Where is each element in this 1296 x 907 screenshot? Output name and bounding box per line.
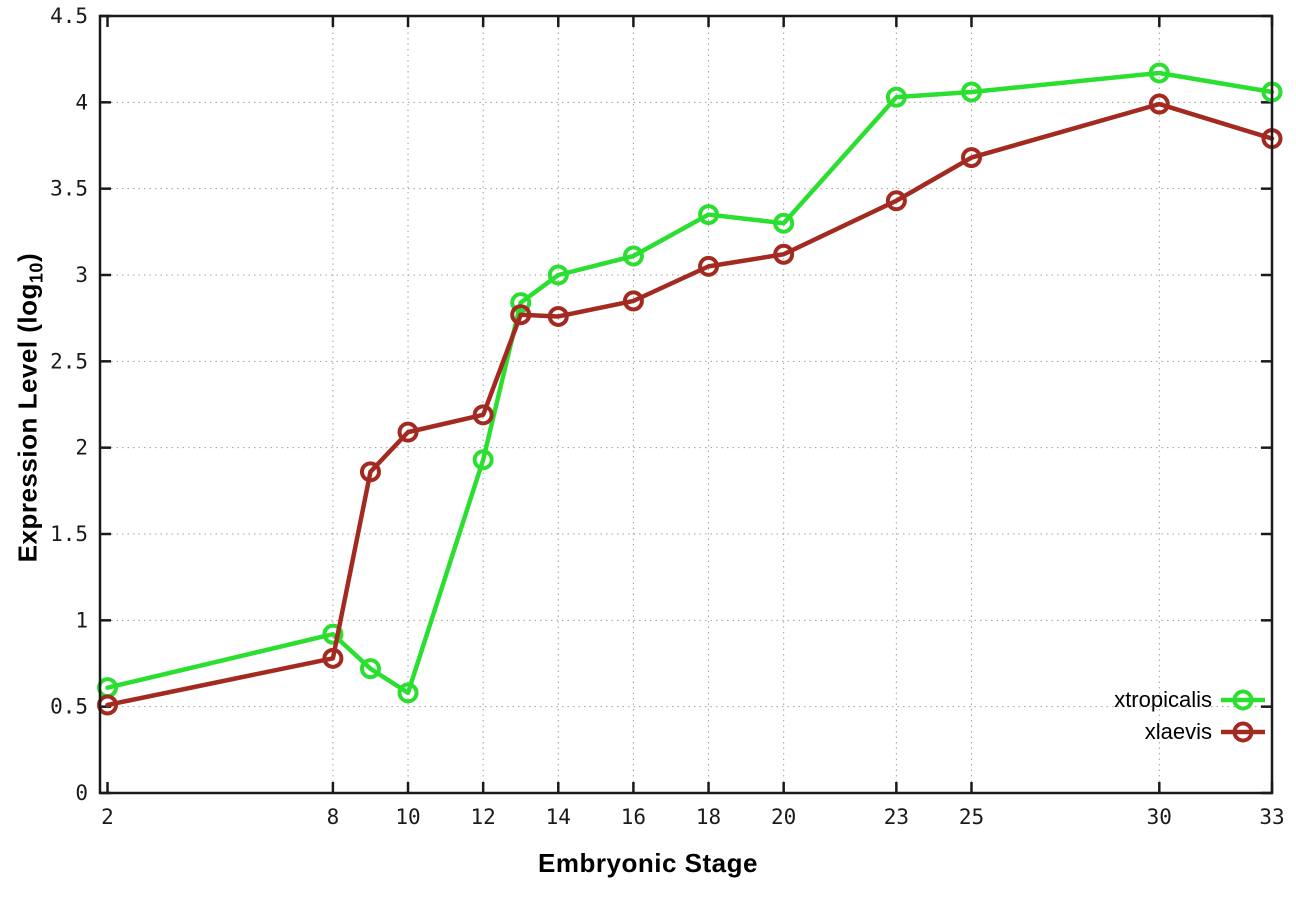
data-point-xlaevis	[960, 147, 982, 169]
y-axis-title-end: )	[12, 252, 43, 263]
data-point-xtropicalis	[397, 682, 419, 704]
y-tick-label: 0.5	[50, 695, 88, 719]
data-point-xtropicalis	[885, 86, 907, 108]
legend-sample-xlaevis-icon	[1221, 721, 1265, 743]
y-axis-title-main: Expression Level (log	[12, 283, 43, 563]
series-line-xtropicalis	[105, 70, 1275, 696]
data-point-xlaevis	[359, 461, 381, 483]
data-point-xtropicalis	[359, 658, 381, 680]
data-point-xlaevis	[547, 305, 569, 327]
data-point-xlaevis	[1148, 93, 1170, 115]
y-tick-label: 3.5	[50, 177, 88, 201]
legend-row-xlaevis: xlaevis	[1145, 718, 1266, 746]
x-tick-label: 30	[1147, 805, 1172, 829]
data-point-xtropicalis	[547, 264, 569, 286]
y-tick-label: 0	[75, 781, 88, 805]
data-point-xtropicalis	[510, 292, 532, 314]
y-tick-label: 2	[75, 436, 88, 460]
x-tick-label: 14	[546, 805, 571, 829]
x-tick-label: 2	[101, 805, 114, 829]
y-tick-label: 2.5	[50, 349, 88, 373]
data-point-xtropicalis	[1148, 62, 1170, 84]
x-tick-label: 10	[395, 805, 420, 829]
data-point-xlaevis	[510, 304, 532, 326]
y-axis-title-subscript: 10	[26, 262, 47, 284]
y-tick-label: 4.5	[50, 4, 88, 28]
x-tick-label: 33	[1259, 805, 1284, 829]
data-point-xtropicalis	[322, 623, 344, 645]
data-point-xlaevis	[885, 190, 907, 212]
x-tick-label: 20	[771, 805, 796, 829]
x-tick-label: 18	[696, 805, 721, 829]
data-point-xtropicalis	[960, 81, 982, 103]
data-point-xlaevis	[773, 243, 795, 265]
data-point-xlaevis	[622, 290, 644, 312]
x-tick-label: 12	[471, 805, 496, 829]
data-point-xtropicalis	[773, 212, 795, 234]
y-tick-label: 1.5	[50, 522, 88, 546]
data-point-xlaevis	[698, 255, 720, 277]
x-tick-label: 25	[959, 805, 984, 829]
x-axis-title: Embryonic Stage	[538, 848, 758, 878]
legend-label-xlaevis: xlaevis	[1144, 719, 1212, 744]
legend-sample-xtropicalis-icon	[1221, 689, 1265, 711]
series-line-xlaevis	[105, 101, 1275, 708]
x-tick-label: 8	[327, 805, 340, 829]
x-tick-label: 16	[621, 805, 646, 829]
data-point-xtropicalis	[622, 245, 644, 267]
legend-row-xtropicalis: xtropicalis	[1114, 686, 1266, 714]
y-tick-label: 3	[75, 263, 88, 287]
y-tick-label: 4	[75, 90, 88, 114]
data-point-xtropicalis	[698, 204, 720, 226]
data-point-xlaevis	[472, 404, 494, 426]
x-tick-label: 23	[884, 805, 909, 829]
legend: xtropicalis xlaevis	[1114, 686, 1266, 746]
data-point-xlaevis	[397, 421, 419, 443]
plot-border	[98, 14, 1274, 795]
y-axis-title: Expression Level (log10)	[12, 208, 47, 608]
data-point-xlaevis	[322, 647, 344, 669]
legend-label-xtropicalis: xtropicalis	[1114, 687, 1212, 712]
data-point-xtropicalis	[472, 449, 494, 471]
y-tick-label: 1	[75, 608, 88, 632]
